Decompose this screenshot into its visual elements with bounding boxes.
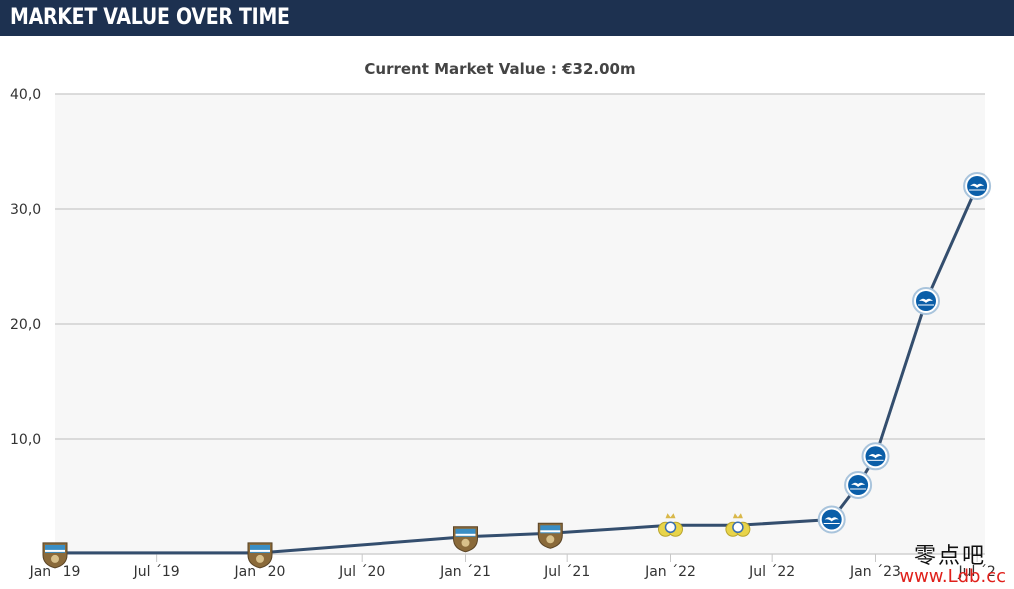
club-crest-gold-icon[interactable] bbox=[725, 513, 751, 537]
y-tick-label: 20,0 bbox=[10, 317, 41, 333]
x-tick-label: Jan ´20 bbox=[234, 564, 286, 580]
y-tick-label: 40,0 bbox=[10, 87, 41, 103]
y-axis-ticks: 10,0 20,0 30,0 40,0 bbox=[10, 87, 41, 448]
header-bar: MARKET VALUE OVER TIME bbox=[0, 0, 1014, 36]
x-tick-label: Jan ´23 bbox=[849, 564, 901, 580]
data-point-markers bbox=[42, 172, 992, 569]
y-tick-label: 30,0 bbox=[10, 202, 41, 218]
watermark-url: www.Ldb.cc bbox=[899, 566, 1006, 587]
club-crest-gold-icon[interactable] bbox=[658, 513, 683, 537]
club-crest-seagull-icon[interactable] bbox=[817, 505, 846, 534]
page-title: MARKET VALUE OVER TIME bbox=[10, 5, 290, 30]
x-tick-label: Jan ´19 bbox=[29, 564, 81, 580]
club-crest-shield-icon[interactable] bbox=[42, 542, 68, 569]
club-crest-shield-icon[interactable] bbox=[247, 542, 273, 569]
x-tick-label: Jul ´19 bbox=[133, 564, 180, 580]
club-crest-shield-icon[interactable] bbox=[453, 526, 478, 553]
club-crest-seagull-icon[interactable] bbox=[861, 442, 890, 471]
x-tick-label: Jul ´22 bbox=[748, 564, 795, 580]
club-crest-seagull-icon[interactable] bbox=[963, 172, 992, 200]
club-crest-seagull-icon[interactable] bbox=[844, 471, 873, 499]
gridlines bbox=[55, 93, 985, 555]
x-tick-label: Jan ´21 bbox=[439, 564, 491, 580]
market-value-chart: 10,0 20,0 30,0 40,0 Jan ´19 Jul ´19 Jan ´20 Ju… bbox=[10, 60, 996, 580]
chart-subtitle: Current Market Value : €32.00m bbox=[364, 60, 635, 78]
x-tick-label: Jan ´22 bbox=[644, 564, 696, 580]
club-crest-shield-icon[interactable] bbox=[537, 522, 563, 549]
y-tick-label: 10,0 bbox=[10, 432, 41, 448]
x-tick-label: Jul ´2 bbox=[958, 564, 996, 580]
x-tick-label: Jul ´20 bbox=[338, 564, 385, 580]
club-crest-seagull-icon[interactable] bbox=[912, 287, 940, 315]
x-tick-label: Jul ´21 bbox=[543, 564, 590, 580]
x-axis-ticks: Jan ´19 Jul ´19 Jan ´20 Jul ´20 Jan ´21 Jul ´… bbox=[29, 554, 996, 580]
watermark-text: 零点吧 bbox=[913, 544, 986, 569]
